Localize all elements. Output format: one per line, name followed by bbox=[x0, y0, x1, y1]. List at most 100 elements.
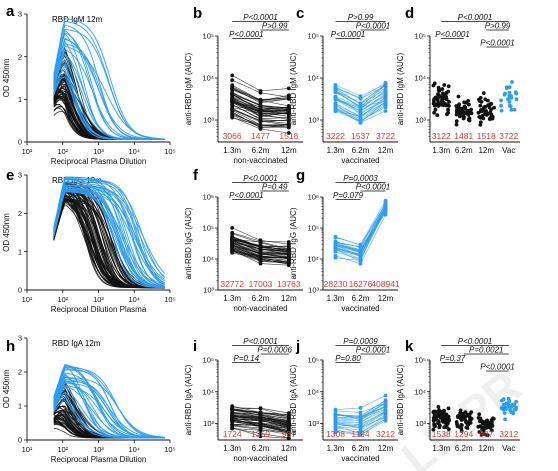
data-point bbox=[286, 114, 291, 119]
data-point bbox=[286, 240, 291, 244]
median-label: 1481 bbox=[454, 131, 473, 141]
panel-j: j 10³ 10⁴ 10⁵ anti-RBD IgA (AUC) 1.3m 6.2m 12mv… bbox=[289, 337, 398, 463]
category-label: 6.2m bbox=[352, 146, 370, 155]
data-point bbox=[333, 422, 338, 426]
pvalue-label: P<0.0001 bbox=[331, 30, 365, 39]
data-point bbox=[464, 420, 468, 424]
pvalue-label: P>0.99 bbox=[262, 22, 288, 31]
x-tick-label: 10² bbox=[57, 445, 68, 454]
category-label: 1.3m bbox=[432, 146, 450, 155]
median-label: 3066 bbox=[223, 131, 242, 141]
median-label: 1194 bbox=[351, 429, 370, 439]
data-point bbox=[333, 243, 338, 248]
data-point bbox=[286, 423, 291, 428]
panel-a: a 0 1 2 3 10¹ 10² 10³ 10⁴ 10⁵ Reciprocal Plasma Di… bbox=[2, 3, 176, 166]
x-tick-label: 10¹ bbox=[22, 147, 33, 156]
y-tick-label: 10³ bbox=[203, 419, 214, 428]
group-label: vaccinated bbox=[341, 304, 379, 313]
data-point bbox=[486, 98, 490, 103]
data-point bbox=[469, 107, 473, 112]
data-point bbox=[479, 432, 484, 437]
data-point bbox=[230, 422, 235, 426]
data-point bbox=[358, 101, 363, 106]
data-point bbox=[440, 87, 445, 91]
group-label: vaccinated bbox=[341, 454, 379, 463]
data-point bbox=[333, 255, 338, 260]
data-point bbox=[258, 124, 263, 129]
category-label: 6.2m bbox=[352, 444, 370, 453]
group-label: non-vaccinated bbox=[233, 156, 287, 165]
pvalue-label: P=0.80 bbox=[335, 354, 361, 363]
y-axis-label: anti-RBD IgM (AUC) bbox=[396, 52, 405, 125]
data-point bbox=[510, 80, 514, 84]
x-tick-label: 10³ bbox=[93, 445, 104, 454]
data-point bbox=[230, 73, 235, 78]
category-label: 12m bbox=[281, 294, 297, 303]
panel-label-k: k bbox=[405, 338, 414, 355]
panel-h: h 0 1 2 3 10¹ 10² 10³ 10⁴ 10⁵ Reciprocal Plasma Di… bbox=[2, 334, 176, 464]
y-tick-label: 10⁴ bbox=[414, 387, 426, 396]
data-point bbox=[447, 100, 451, 104]
median-label: 1369 bbox=[251, 429, 270, 439]
y-tick-label: 10⁴ bbox=[307, 387, 319, 396]
data-point bbox=[286, 259, 291, 264]
median-label: 408941 bbox=[371, 279, 400, 289]
data-point bbox=[447, 427, 451, 432]
data-point bbox=[462, 415, 467, 419]
data-point bbox=[485, 419, 489, 423]
x-tick-label: 10⁵ bbox=[164, 445, 175, 454]
data-point bbox=[230, 78, 235, 83]
data-point bbox=[446, 89, 450, 94]
data-point bbox=[230, 234, 235, 239]
data-point bbox=[467, 419, 471, 424]
data-point bbox=[433, 107, 438, 112]
y-tick-label: 10³ bbox=[415, 419, 426, 428]
data-point bbox=[333, 85, 338, 90]
pvalue-label: P=0.079 bbox=[333, 191, 364, 200]
median-label: 3122 bbox=[432, 131, 451, 141]
blue-curve bbox=[53, 190, 165, 288]
data-point bbox=[358, 248, 363, 252]
panel-f: f 10³ 10⁴ 10⁵ 10⁶ anti-RBD IgG (AUC) 1.3m 6.2m 1… bbox=[184, 167, 303, 313]
data-point bbox=[456, 94, 461, 99]
median-label: 3222 bbox=[326, 131, 345, 141]
data-point bbox=[286, 429, 291, 434]
y-tick-label: 1 bbox=[18, 95, 22, 104]
y-axis-label: anti-RBD IgA (AUC) bbox=[289, 364, 298, 435]
black-curve bbox=[53, 392, 165, 439]
x-tick-label: 10³ bbox=[93, 147, 104, 156]
y-tick-label: 10⁵ bbox=[203, 356, 214, 365]
data-point bbox=[508, 104, 513, 109]
blue-curve bbox=[53, 185, 165, 288]
data-point bbox=[459, 423, 464, 427]
data-point bbox=[459, 429, 464, 433]
category-label: 1.3m bbox=[223, 146, 241, 155]
median-label: 3212 bbox=[499, 429, 518, 439]
data-point bbox=[432, 415, 437, 420]
y-tick-label: 2 bbox=[18, 368, 22, 377]
data-point bbox=[358, 415, 363, 419]
data-point bbox=[333, 411, 338, 416]
data-point bbox=[507, 85, 512, 90]
pvalue-label: P>0.99 bbox=[348, 13, 374, 22]
category-label: 6.2m bbox=[252, 294, 270, 303]
category-label: 12m bbox=[378, 146, 394, 155]
data-point bbox=[358, 94, 363, 98]
category-label: Vac bbox=[502, 146, 515, 155]
data-point bbox=[258, 104, 263, 108]
panel-label-f: f bbox=[193, 167, 199, 184]
panel-k: k 10³ 10⁴ 10⁵ anti-RBD IgA (AUC) 1.3m 6.2m 12m V… bbox=[396, 337, 520, 453]
blue-curve bbox=[53, 377, 165, 438]
data-point bbox=[383, 404, 388, 409]
y-axis-label: anti-RBD IgM (AUC) bbox=[184, 52, 193, 125]
data-point bbox=[333, 408, 338, 413]
category-label: 12m bbox=[478, 146, 494, 155]
data-point bbox=[490, 428, 494, 433]
x-tick-label: 10³ bbox=[93, 295, 104, 304]
data-point bbox=[481, 91, 486, 95]
data-point bbox=[383, 88, 388, 93]
data-point bbox=[446, 420, 450, 425]
data-point bbox=[433, 95, 438, 100]
data-point bbox=[437, 88, 442, 93]
data-point bbox=[435, 102, 440, 107]
